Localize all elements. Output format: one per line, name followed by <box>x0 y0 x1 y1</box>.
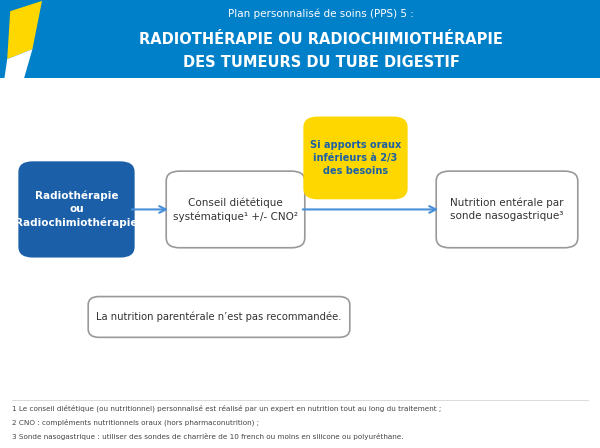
Text: Si apports oraux
inférieurs à 2/3
des besoins: Si apports oraux inférieurs à 2/3 des be… <box>310 140 401 176</box>
Text: Conseil diététique
systématique¹ +/- CNO²: Conseil diététique systématique¹ +/- CNO… <box>173 197 298 222</box>
Text: Plan personnalisé de soins (PPS) 5 :: Plan personnalisé de soins (PPS) 5 : <box>228 8 414 18</box>
FancyBboxPatch shape <box>0 0 600 78</box>
Text: 1 Le conseil diététique (ou nutritionnel) personnalisé est réalisé par un expert: 1 Le conseil diététique (ou nutritionnel… <box>12 404 441 412</box>
FancyBboxPatch shape <box>19 162 134 257</box>
Text: 2 CNO : compléments nutritionnels oraux (hors pharmaconutrition) ;: 2 CNO : compléments nutritionnels oraux … <box>12 418 259 426</box>
Text: La nutrition parentérale n’est pas recommandée.: La nutrition parentérale n’est pas recom… <box>96 312 342 322</box>
FancyBboxPatch shape <box>436 171 578 248</box>
Text: DES TUMEURS DU TUBE DIGESTIF: DES TUMEURS DU TUBE DIGESTIF <box>182 55 460 69</box>
Polygon shape <box>7 1 42 59</box>
FancyBboxPatch shape <box>304 117 407 198</box>
Text: 3 Sonde nasogastrique : utiliser des sondes de charrière de 10 french ou moins e: 3 Sonde nasogastrique : utiliser des son… <box>12 433 404 440</box>
FancyBboxPatch shape <box>166 171 305 248</box>
Polygon shape <box>4 49 32 80</box>
Text: RADIOTHÉRAPIE OU RADIOCHIMIOTHÉRAPIE: RADIOTHÉRAPIE OU RADIOCHIMIOTHÉRAPIE <box>139 32 503 47</box>
Text: Nutrition entérale par
sonde nasogastrique³: Nutrition entérale par sonde nasogastriq… <box>450 198 564 221</box>
Text: Radiothérapie
ou
Radiochimiothérapie: Radiothérapie ou Radiochimiothérapie <box>15 191 138 228</box>
FancyBboxPatch shape <box>88 297 350 337</box>
